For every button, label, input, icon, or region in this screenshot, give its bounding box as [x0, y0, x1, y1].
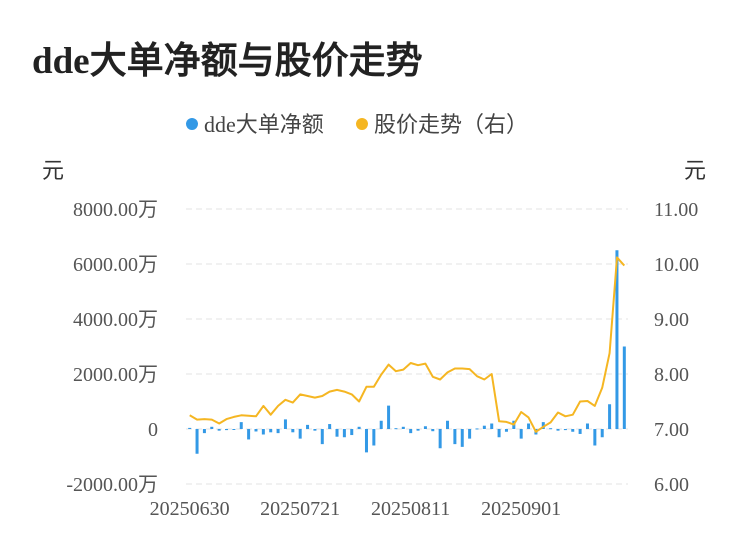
dde-bar: [549, 428, 553, 430]
dde-bar: [401, 426, 405, 429]
right-axis-ticks: 11.00 10.00 9.00 8.00 7.00 6.00: [654, 199, 699, 496]
left-axis-unit: 元: [42, 158, 64, 183]
right-tick-label: 9.00: [654, 309, 689, 331]
dde-bar: [387, 405, 391, 429]
dde-bar: [225, 429, 229, 431]
dde-bar: [283, 419, 287, 429]
dde-bar: [585, 423, 589, 429]
dde-bar: [409, 429, 413, 434]
dde-bar: [291, 429, 295, 433]
dde-bar: [622, 346, 626, 429]
dde-bar: [504, 429, 508, 432]
dde-bar: [563, 429, 567, 431]
legend: dde大单净额 股价走势（右）: [186, 112, 528, 137]
dde-bar: [298, 429, 302, 439]
dde-bar: [490, 423, 494, 429]
dde-bar: [593, 429, 597, 446]
dde-bar: [217, 429, 221, 431]
dde-bar: [453, 429, 457, 445]
dde-bar: [578, 429, 582, 434]
dde-bar: [232, 429, 236, 430]
dde-bar: [254, 429, 258, 432]
right-tick-label: 11.00: [654, 199, 698, 221]
dde-bar: [188, 427, 192, 429]
dde-bar: [608, 404, 612, 429]
right-axis-unit: 元: [684, 158, 706, 183]
dde-bar: [468, 429, 472, 439]
dde-bar: [210, 426, 214, 429]
dde-bar: [600, 429, 604, 438]
dde-bar: [541, 422, 545, 429]
dde-bar: [320, 429, 324, 445]
price-line: [189, 256, 626, 433]
chart-title: dde大单净额与股价走势: [32, 41, 423, 82]
legend-label-dde: dde大单净额: [204, 112, 324, 137]
dde-bar: [423, 426, 427, 429]
dde-bar: [261, 429, 265, 435]
dde-bar: [357, 426, 361, 429]
dde-bar: [328, 424, 332, 429]
legend-marker-dde: [186, 118, 198, 130]
legend-label-price: 股价走势（右）: [374, 112, 528, 137]
x-tick-label: 20250721: [260, 498, 340, 520]
right-tick-label: 7.00: [654, 419, 689, 441]
x-tick-label: 20250811: [371, 498, 450, 520]
grid-lines: [186, 208, 628, 485]
dde-bar: [372, 429, 376, 446]
dde-bar: [269, 429, 273, 433]
dde-bar: [460, 429, 464, 447]
right-tick-label: 10.00: [654, 254, 699, 276]
left-tick-label: -2000.00万: [66, 474, 158, 496]
dde-bar: [276, 429, 280, 434]
x-axis-ticks: 20250630 20250721 20250811 20250901: [150, 498, 562, 520]
dde-bar: [519, 429, 523, 439]
right-tick-label: 8.00: [654, 364, 689, 386]
dde-bar: [342, 429, 346, 438]
dde-bar: [497, 429, 501, 438]
left-tick-label: 2000.00万: [73, 364, 158, 386]
dde-bar: [475, 428, 479, 430]
dde-bar: [335, 429, 339, 437]
left-tick-label: 8000.00万: [73, 199, 158, 221]
dde-bar: [195, 429, 199, 454]
dde-bar: [379, 420, 383, 429]
dde-bar: [416, 429, 420, 431]
dde-bar: [482, 425, 486, 429]
left-tick-label: 0: [148, 419, 158, 441]
dde-bar: [446, 420, 450, 429]
dde-bar: [571, 429, 575, 432]
dde-bar: [364, 429, 368, 453]
dde-bar: [313, 429, 317, 431]
right-tick-label: 6.00: [654, 474, 689, 496]
left-tick-label: 4000.00万: [73, 309, 158, 331]
left-tick-label: 6000.00万: [73, 254, 158, 276]
x-tick-label: 20250901: [481, 498, 561, 520]
dde-bar: [247, 429, 251, 440]
dde-bar: [394, 428, 398, 430]
dde-bar: [431, 429, 435, 432]
dde-bar: [306, 424, 310, 429]
dde-bar: [239, 422, 243, 429]
dde-bar: [527, 423, 531, 429]
dde-bar: [350, 429, 354, 436]
legend-marker-price: [356, 118, 368, 130]
price-line-group: [189, 256, 626, 433]
dde-bar: [556, 429, 560, 431]
dde-bar: [615, 250, 619, 429]
dde-bar: [202, 429, 206, 434]
dde-bars: [188, 250, 626, 454]
dde-bar: [438, 429, 442, 449]
left-axis-ticks: 8000.00万 6000.00万 4000.00万 2000.00万 0 -2000.0…: [66, 199, 158, 496]
x-tick-label: 20250630: [150, 498, 230, 520]
